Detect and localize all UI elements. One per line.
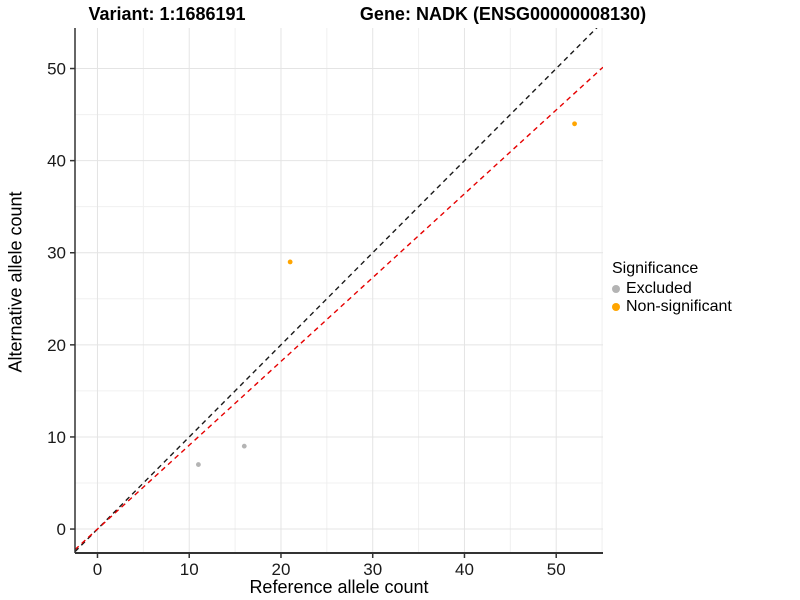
- x-tick-label: 0: [93, 560, 102, 579]
- x-tick-label: 50: [547, 560, 566, 579]
- data-point-excluded: [241, 443, 247, 449]
- y-axis-title: Alternative allele count: [5, 191, 26, 373]
- y-tick-label: 50: [47, 60, 66, 79]
- x-axis-title: Reference allele count: [249, 577, 429, 597]
- y-tick-label: 0: [57, 520, 66, 539]
- x-tick-label: 10: [180, 560, 199, 579]
- legend-dot-icon: [612, 285, 620, 293]
- legend-item-label: Non-significant: [626, 298, 732, 315]
- legend: Significance Excluded Non-significant: [612, 259, 732, 316]
- y-tick-label: 20: [47, 336, 66, 355]
- legend-item: Excluded: [612, 280, 732, 298]
- identity-line: [75, 28, 598, 553]
- y-tick-label: 10: [47, 428, 66, 447]
- legend-dot-icon: [612, 303, 620, 311]
- legend-items: Excluded Non-significant: [612, 280, 732, 316]
- variant-title: Variant: 1:1686191: [88, 4, 246, 24]
- y-tick-label: 30: [47, 244, 66, 263]
- data-point-excluded: [195, 462, 201, 467]
- gene-title: Gene: NADK (ENSG00000008130): [359, 4, 647, 24]
- legend-title: Significance: [612, 260, 699, 277]
- x-tick-label: 20: [272, 560, 291, 579]
- y-tick-label: 40: [47, 152, 66, 171]
- legend-item-label: Excluded: [626, 280, 692, 297]
- x-tick-label: 40: [455, 560, 474, 579]
- data-point-non-significant: [287, 259, 293, 265]
- legend-item: Non-significant: [612, 298, 732, 316]
- data-point-non-significant: [572, 121, 577, 127]
- ratio-line: [75, 66, 603, 551]
- x-tick-label: 30: [363, 560, 382, 579]
